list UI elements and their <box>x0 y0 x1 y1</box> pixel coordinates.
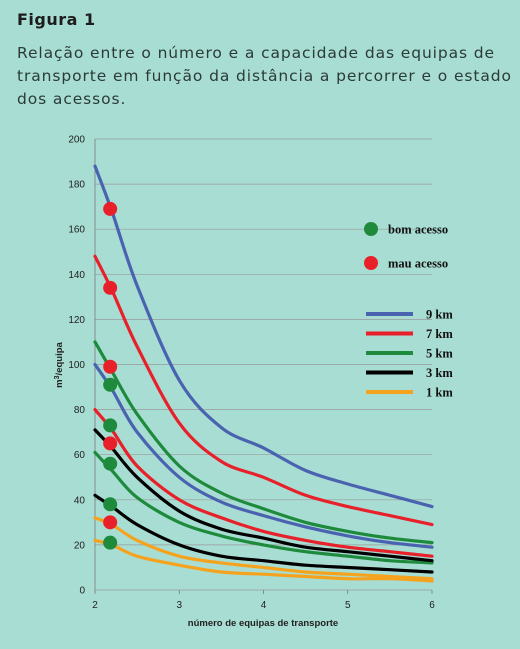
legend-series-label: 1 km <box>426 386 453 400</box>
chart-legend: bom acesso mau acesso 9 km 7 km 5 km 3 km 1 km <box>364 222 453 400</box>
y-axis-title: m3/equipa <box>54 341 65 387</box>
legend-series-label: 5 km <box>426 347 453 361</box>
y-tick-label: 40 <box>74 495 86 506</box>
series-line-5km <box>93 340 434 545</box>
x-tick-label: 2 <box>92 600 98 611</box>
series-line-3km <box>93 493 434 574</box>
legend-marker <box>364 222 378 236</box>
legend-series-label: 9 km <box>426 308 453 322</box>
y-tick-label: 180 <box>68 180 85 191</box>
bad-access-marker <box>103 515 118 530</box>
legend-series-label: 3 km <box>426 366 453 380</box>
x-tick-label: 3 <box>176 600 182 611</box>
good-access-marker <box>103 377 118 392</box>
chart-markers <box>103 201 118 550</box>
axis-ticks: 0 20 40 60 80 100 120 140 160 180 200 2 3 4 5 6 <box>68 135 435 612</box>
good-access-marker <box>103 535 118 550</box>
legend-marker-label: mau acesso <box>388 257 448 271</box>
y-tick-label: 0 <box>79 586 85 597</box>
x-tick-label: 5 <box>345 600 351 611</box>
y-tick-label: 200 <box>68 135 85 146</box>
good-access-marker <box>103 456 118 471</box>
y-tick-label: 60 <box>74 450 86 461</box>
good-access-marker <box>103 418 118 433</box>
bad-access-marker <box>103 436 118 451</box>
series-line-9km <box>93 362 434 549</box>
bad-access-marker <box>103 201 118 216</box>
series-line-9km <box>93 164 434 509</box>
legend-marker-label: bom acesso <box>388 223 448 237</box>
series-line-1km <box>93 516 434 581</box>
series-line-1km <box>93 538 434 583</box>
y-tick-label: 160 <box>68 225 85 236</box>
y-tick-label: 140 <box>68 270 85 281</box>
bad-access-marker <box>103 359 118 374</box>
y-tick-label: 20 <box>74 540 86 551</box>
series-line-3km <box>93 428 434 563</box>
chart-curves <box>93 164 434 583</box>
figure-caption: Relação entre o número e a capacidade da… <box>17 44 512 108</box>
y-tick-label: 100 <box>68 360 85 371</box>
figure-label: Figura 1 <box>17 10 96 29</box>
x-axis-title: número de equipas de transporte <box>188 618 338 629</box>
legend-series-label: 7 km <box>426 327 453 341</box>
y-tick-label: 120 <box>68 315 85 326</box>
y-tick-label: 80 <box>74 405 86 416</box>
x-tick-label: 4 <box>261 600 267 611</box>
x-tick-label: 6 <box>429 600 435 611</box>
good-access-marker <box>103 497 118 512</box>
series-line-5km <box>93 450 434 565</box>
bad-access-marker <box>103 280 118 295</box>
series-line-7km <box>93 408 434 558</box>
legend-marker <box>364 256 378 270</box>
series-line-7km <box>93 254 434 527</box>
